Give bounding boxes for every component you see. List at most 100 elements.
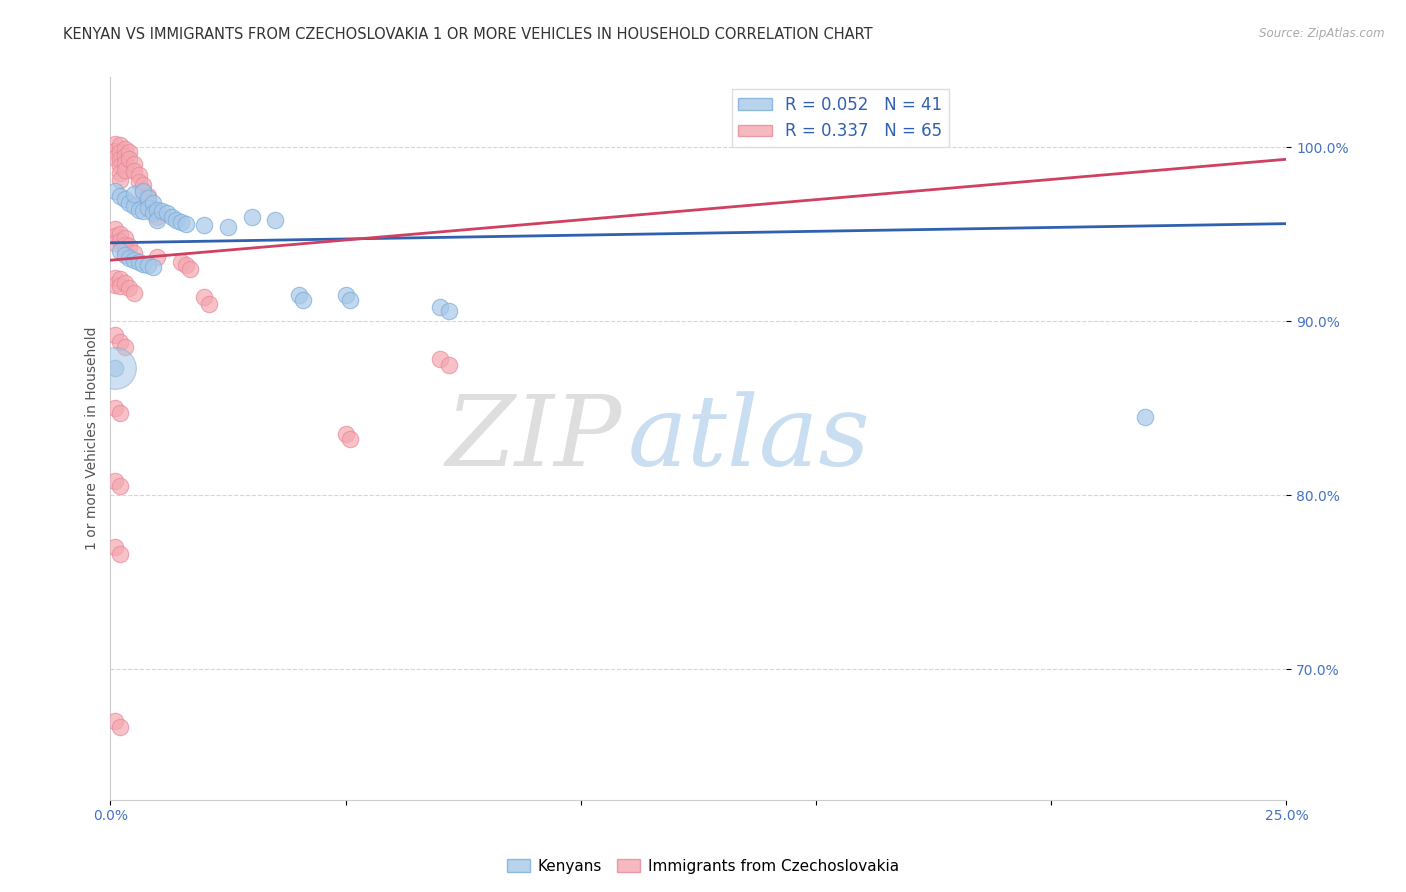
- Point: [132, 184, 155, 198]
- Point: [104, 151, 127, 165]
- Point: [292, 293, 315, 308]
- Point: [108, 189, 131, 203]
- Point: [114, 155, 136, 169]
- Point: [104, 328, 127, 343]
- Point: [114, 142, 136, 156]
- Point: [128, 175, 150, 189]
- Point: [114, 230, 136, 244]
- Y-axis label: 1 or more Vehicles in Household: 1 or more Vehicles in Household: [86, 326, 100, 550]
- Point: [114, 276, 136, 290]
- Point: [174, 217, 197, 231]
- Point: [142, 195, 165, 210]
- Point: [146, 213, 169, 227]
- Point: [104, 184, 127, 198]
- Point: [437, 303, 460, 318]
- Point: [108, 138, 131, 153]
- Point: [193, 290, 215, 304]
- Point: [174, 259, 197, 273]
- Point: [108, 720, 131, 734]
- Point: [156, 206, 179, 220]
- Point: [429, 352, 451, 367]
- Point: [142, 206, 165, 220]
- Point: [122, 157, 145, 171]
- Point: [114, 192, 136, 206]
- Text: Source: ZipAtlas.com: Source: ZipAtlas.com: [1260, 27, 1385, 40]
- Point: [170, 255, 193, 269]
- Point: [104, 361, 127, 376]
- Point: [108, 173, 131, 187]
- Point: [339, 433, 361, 447]
- Point: [104, 144, 127, 158]
- Point: [264, 213, 287, 227]
- Point: [132, 186, 155, 200]
- Point: [108, 227, 131, 241]
- Point: [118, 153, 141, 167]
- Point: [165, 213, 187, 227]
- Point: [118, 239, 141, 253]
- Point: [108, 166, 131, 180]
- Point: [122, 286, 145, 301]
- Point: [114, 248, 136, 262]
- Point: [179, 261, 201, 276]
- Point: [104, 228, 127, 243]
- Point: [104, 401, 127, 416]
- Point: [339, 293, 361, 308]
- Point: [114, 340, 136, 354]
- Point: [108, 153, 131, 167]
- Point: [122, 187, 145, 202]
- Point: [114, 237, 136, 252]
- Point: [108, 234, 131, 248]
- Point: [108, 279, 131, 293]
- Point: [118, 195, 141, 210]
- Point: [136, 195, 159, 210]
- Point: [122, 164, 145, 178]
- Legend: R = 0.052   N = 41, R = 0.337   N = 65: R = 0.052 N = 41, R = 0.337 N = 65: [731, 89, 949, 147]
- Point: [108, 479, 131, 493]
- Point: [1135, 409, 1157, 424]
- Point: [108, 406, 131, 420]
- Text: ZIP: ZIP: [446, 391, 621, 486]
- Point: [142, 202, 165, 217]
- Point: [108, 244, 131, 259]
- Point: [146, 210, 169, 224]
- Point: [142, 260, 165, 275]
- Point: [104, 222, 127, 236]
- Point: [114, 162, 136, 177]
- Point: [437, 358, 460, 372]
- Point: [132, 204, 155, 219]
- Point: [132, 257, 155, 271]
- Point: [108, 145, 131, 160]
- Point: [132, 178, 155, 193]
- Point: [150, 204, 173, 219]
- Point: [122, 253, 145, 268]
- Point: [160, 210, 183, 224]
- Point: [104, 277, 127, 292]
- Point: [193, 219, 215, 233]
- Point: [136, 201, 159, 215]
- Point: [217, 220, 239, 235]
- Point: [104, 361, 127, 376]
- Point: [114, 244, 136, 259]
- Point: [104, 541, 127, 555]
- Legend: Kenyans, Immigrants from Czechoslovakia: Kenyans, Immigrants from Czechoslovakia: [501, 853, 905, 880]
- Point: [136, 189, 159, 203]
- Point: [128, 168, 150, 182]
- Point: [108, 334, 131, 349]
- Text: atlas: atlas: [628, 391, 870, 486]
- Point: [122, 246, 145, 260]
- Point: [118, 252, 141, 266]
- Point: [118, 281, 141, 295]
- Point: [104, 714, 127, 729]
- Text: KENYAN VS IMMIGRANTS FROM CZECHOSLOVAKIA 1 OR MORE VEHICLES IN HOUSEHOLD CORRELA: KENYAN VS IMMIGRANTS FROM CZECHOSLOVAKIA…: [63, 27, 873, 42]
- Point: [146, 202, 169, 217]
- Point: [104, 475, 127, 489]
- Point: [104, 270, 127, 285]
- Point: [240, 210, 263, 224]
- Point: [170, 215, 193, 229]
- Point: [114, 149, 136, 163]
- Point: [122, 199, 145, 213]
- Point: [335, 288, 357, 302]
- Point: [146, 250, 169, 264]
- Point: [128, 202, 150, 217]
- Point: [287, 288, 309, 302]
